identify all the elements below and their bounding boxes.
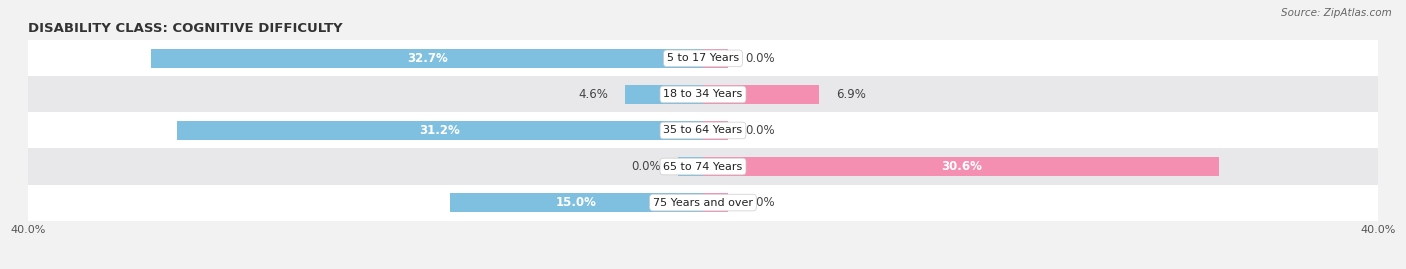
Text: 30.6%: 30.6% (941, 160, 981, 173)
Text: 5 to 17 Years: 5 to 17 Years (666, 53, 740, 63)
Legend: Male, Female: Male, Female (636, 268, 770, 269)
Text: 0.0%: 0.0% (745, 52, 775, 65)
Text: 4.6%: 4.6% (579, 88, 609, 101)
Bar (28, 40, 1378, 76)
Text: 6.9%: 6.9% (837, 88, 866, 101)
Bar (678, 157, 703, 176)
Bar (703, 49, 728, 68)
Text: Source: ZipAtlas.com: Source: ZipAtlas.com (1281, 8, 1392, 18)
Bar (703, 85, 820, 104)
Text: 75 Years and over: 75 Years and over (652, 197, 754, 208)
Text: 0.0%: 0.0% (631, 160, 661, 173)
Bar (177, 121, 703, 140)
Text: 15.0%: 15.0% (555, 196, 598, 209)
Bar (28, 76, 1378, 112)
Text: DISABILITY CLASS: COGNITIVE DIFFICULTY: DISABILITY CLASS: COGNITIVE DIFFICULTY (28, 22, 343, 35)
Bar (703, 157, 1219, 176)
Bar (28, 112, 1378, 148)
Bar (703, 193, 728, 212)
Text: 31.2%: 31.2% (419, 124, 460, 137)
Text: 35 to 64 Years: 35 to 64 Years (664, 125, 742, 136)
Text: 65 to 74 Years: 65 to 74 Years (664, 161, 742, 172)
Bar (28, 148, 1378, 185)
Bar (626, 85, 703, 104)
Text: 18 to 34 Years: 18 to 34 Years (664, 89, 742, 100)
Bar (703, 121, 728, 140)
Bar (28, 185, 1378, 221)
Text: 32.7%: 32.7% (406, 52, 447, 65)
Text: 0.0%: 0.0% (745, 196, 775, 209)
Bar (450, 193, 703, 212)
Bar (152, 49, 703, 68)
Text: 0.0%: 0.0% (745, 124, 775, 137)
